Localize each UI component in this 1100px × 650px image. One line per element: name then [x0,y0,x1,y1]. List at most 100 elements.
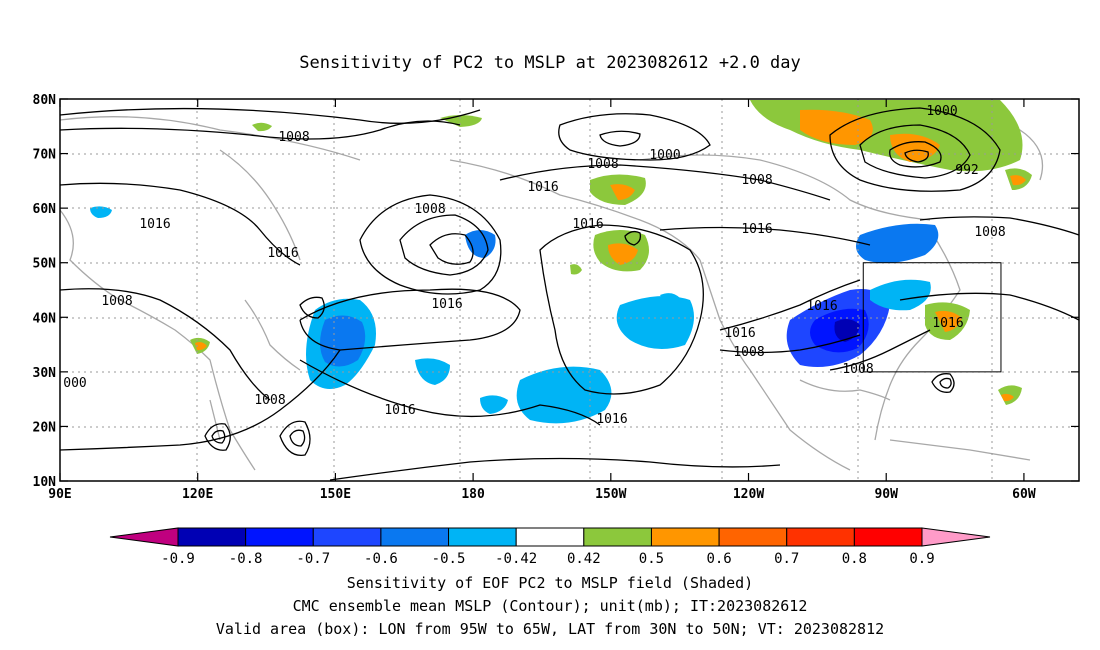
colorbar-tick-label: -0.42 [495,551,537,567]
colorbar-segment [312,527,382,547]
contour-atlantic-low-inner [889,141,942,168]
mslp-contours [59,107,1080,481]
colorbar-tick-label: 0.6 [706,551,731,567]
contour-arctic-low-1000 [558,113,711,161]
longitude-axis: 90E 120E 150E 180 150W 120W 90W 60W [48,99,1036,502]
contour-small-ring-1 [299,296,325,319]
contour-low-aleutian-outer [359,194,502,295]
contour-east-1008 [919,216,1080,236]
coast-siberia [59,116,361,161]
colorbar-segment [718,527,788,547]
shade-positive-atlantic-core [935,310,962,332]
contour-label: 1000 [926,104,957,119]
contour-label: 992 [955,163,978,178]
colorbar-segment [448,527,517,547]
contour-pacific-high-1016 [299,288,521,351]
lon-tick-label: 150W [595,487,626,502]
coast-philippines [209,399,221,441]
contour-pacific-high-east [539,224,704,395]
contour-1016-canada [659,226,871,246]
contour-label: 1016 [267,246,298,261]
contour-label: 1008 [101,294,132,309]
figure-title: Sensitivity of PC2 to MSLP at 2023082612… [299,53,801,73]
contour-label: 1016 [384,403,415,418]
shade-positive-alaska-core [608,243,638,265]
contour-tropical-south [329,457,781,481]
colorbar-left-extension [109,527,179,547]
lon-tick-label: 60W [1012,487,1036,502]
contour-tc-mid-outer [279,420,311,457]
lon-tick-label: 180 [461,487,485,502]
contour-east-1016 [899,292,1080,321]
lon-tick-label: 90E [48,487,71,502]
shade-positive-arctic-core [800,109,873,145]
coast-north-america-west [699,259,851,471]
colorbar: -0.9 -0.8 -0.7 -0.6 -0.5 -0.42 0.42 0.5 0.6 0.7 0.… [109,527,991,567]
colorbar-tick-label: -0.6 [364,551,398,567]
shade-negative-small-pacific-2 [480,395,508,414]
shade-positive-east-atlantic-core [1010,175,1026,186]
shade-positive-arctic-core-2 [890,133,940,162]
shade-negative-north-america-deep [834,319,860,342]
colorbar-segment [515,527,585,547]
colorbar-tick-label: 0.5 [639,551,664,567]
contour-1008-north [499,164,831,201]
contour-label: 1008 [278,130,309,145]
colorbar-segment [650,527,720,547]
contour-tc-east-inner [939,377,952,389]
coast-japan [244,299,301,371]
lat-tick-label: 60N [33,202,57,217]
coast-gulf [799,379,891,401]
contour-label: 1016 [527,180,558,195]
contour-label: 1008 [587,157,618,172]
colorbar-segment [380,527,450,547]
shade-negative-central-pacific [516,366,612,424]
contour-north-1016 [59,182,301,266]
contour-label: 1008 [414,202,445,217]
coast-east-asia [59,209,256,471]
contour-labels: 1008 1000 1008 1008 1016 1016 1008 1016 … [63,104,1005,427]
colorbar-tick-label: 0.9 [909,551,934,567]
shade-negative-small-pnw [660,293,680,306]
colorbar-segment [786,527,855,547]
coast-alaska [449,159,701,261]
colorbar-tick-label: -0.9 [161,551,195,567]
coast-canada [639,154,931,221]
contour-label: 1016 [139,217,170,232]
lon-tick-label: 90W [874,487,898,502]
lon-tick-label: 120E [182,487,213,502]
contour-siberia-1008 [59,120,461,140]
contour-label: 1000 [649,148,680,163]
colorbar-tick-label: 0.42 [567,551,601,567]
colorbar-tick-label: -0.5 [432,551,466,567]
contour-tc-mid-inner [289,429,306,447]
latitude-axis: 80N 70N 60N 50N 40N 30N 20N 10N [33,93,1079,490]
contour-label: 1008 [842,362,873,377]
contour-tropical-1008 [59,349,341,451]
contour-label: 1016 [572,217,603,232]
contour-east-asia-1008 [59,288,271,401]
colorbar-segment [177,527,247,547]
contour-pacific-1016-south [299,359,601,426]
contour-label: 1008 [254,393,285,408]
caption-line-1: Sensitivity of EOF PC2 to MSLP field (Sh… [347,574,753,592]
contour-small-ring-2 [624,230,642,246]
lat-tick-label: 80N [33,93,57,108]
caption-line-2: CMC ensemble mean MSLP (Contour); unit(m… [293,597,808,615]
lat-tick-label: 20N [33,420,57,435]
lon-tick-label: 120W [733,487,764,502]
lat-tick-label: 30N [33,366,57,381]
contour-label: 1008 [974,225,1005,240]
shade-positive-east-china-core [195,342,207,351]
colorbar-tick-label: -0.8 [229,551,263,567]
colorbar-segment [583,527,652,547]
shade-negative-quebec [870,279,931,311]
contour-label: 1008 [733,345,764,360]
coast-kamchatka [219,149,301,261]
caption-line-3: Valid area (box): LON from 95W to 65W, L… [216,620,884,638]
lat-tick-label: 40N [33,311,57,326]
shade-positive-okhotsk [252,122,272,132]
shade-positive-subtropical-atlantic-core [1001,393,1014,402]
shade-negative-west-pacific-core [320,315,366,367]
